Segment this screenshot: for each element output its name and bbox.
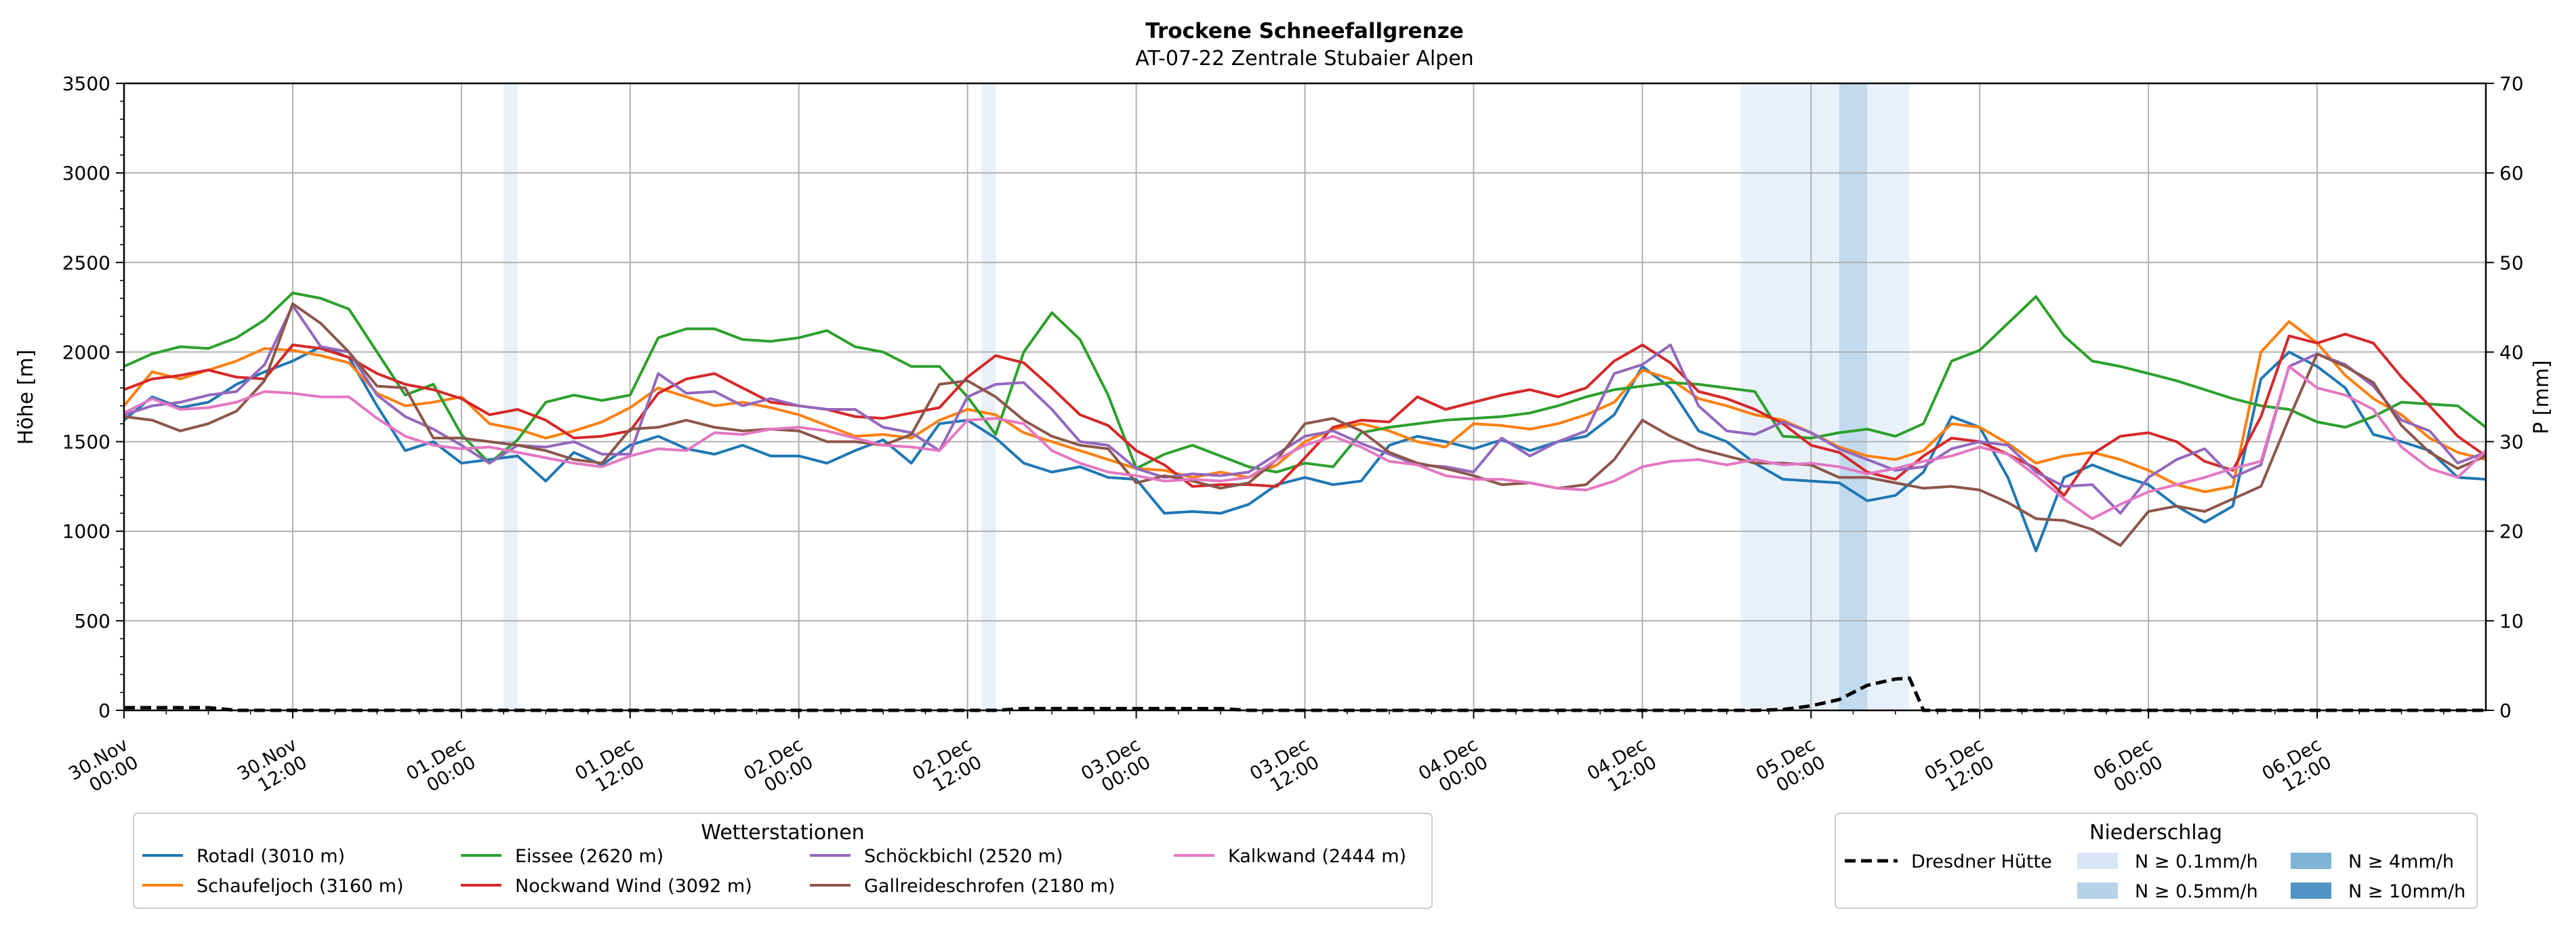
legend-station-label-6: Kalkwand (2444 m) <box>1228 846 1406 867</box>
chart-title: Trockene Schneefallgrenze <box>1145 19 1464 43</box>
y-tick-label-left: 1000 <box>62 521 110 543</box>
x-tick-label: 05.Dec12:00 <box>1921 734 1998 802</box>
y-tick-label-left: 2500 <box>62 251 110 274</box>
x-tick-label: 01.Dec12:00 <box>571 734 648 802</box>
legend-precip-swatch-0.1 <box>2077 853 2118 869</box>
legend-stations-frame <box>133 813 1433 909</box>
series-line-6 <box>123 365 2487 521</box>
y-tick-label-right: 30 <box>2499 431 2524 453</box>
legend-stations: Wetterstationen Rotadl (3010 m) Schaufelj… <box>133 813 1433 909</box>
y-tick-label-left: 3500 <box>62 73 110 95</box>
legend-precip-label-4: N ≥ 4mm/h <box>2348 851 2454 872</box>
legend-station-label-4: Schöckbichl (2520 m) <box>864 846 1063 867</box>
y-tick-label-right: 60 <box>2499 162 2524 184</box>
x-tick-label: 04.Dec00:00 <box>1415 734 1492 802</box>
series-line-2 <box>123 291 2487 474</box>
series-line-5 <box>123 302 2487 547</box>
x-tick-label: 06.Dec00:00 <box>2090 734 2167 802</box>
precipitation-bands <box>504 83 1910 710</box>
chart-subtitle: AT-07-22 Zentrale Stubaier Alpen <box>1135 47 1473 70</box>
legend-precip-swatch-0.5 <box>2077 883 2118 899</box>
legend-precip-swatch-10 <box>2291 883 2331 899</box>
x-tick-label: 03.Dec12:00 <box>1246 734 1323 802</box>
y-tick-label-left: 0 <box>98 700 110 722</box>
x-tick-label: 05.Dec00:00 <box>1753 734 1829 802</box>
x-tick-label: 06.Dec12:00 <box>2259 734 2335 802</box>
legend-station-label-1: Schaufeljoch (3160 m) <box>197 876 404 897</box>
legend-station-label-3: Nockwand Wind (3092 m) <box>515 876 752 897</box>
legend-precip-label-0.1: N ≥ 0.1mm/h <box>2135 851 2258 872</box>
y-tick-label-right: 50 <box>2499 251 2524 274</box>
y-axis-label-left: Höhe [m] <box>14 350 38 445</box>
y-tick-label-right: 0 <box>2499 700 2512 722</box>
y-tick-label-left: 3000 <box>62 162 110 184</box>
legend-stations-title: Wetterstationen <box>701 821 864 845</box>
series-line-0 <box>123 345 2487 552</box>
y-tick-label-right: 10 <box>2499 610 2524 632</box>
legend-station-label-5: Gallreideschrofen (2180 m) <box>864 876 1115 897</box>
station-series <box>123 291 2487 552</box>
y-tick-label-right: 40 <box>2499 341 2524 363</box>
series-line-3 <box>123 333 2487 497</box>
y-tick-label-left: 500 <box>75 610 110 632</box>
x-tick-label: 02.Dec12:00 <box>909 734 985 802</box>
legend-precip-label-10: N ≥ 10mm/h <box>2348 881 2466 902</box>
precip-band-0 <box>504 83 518 710</box>
precip-band-1 <box>981 83 996 710</box>
x-tick-label: 02.Dec00:00 <box>740 734 817 802</box>
x-tick-label: 30.Nov12:00 <box>234 734 310 803</box>
y-axis-label-right: P [mm] <box>2530 360 2554 434</box>
legend-station-label-0: Rotadl (3010 m) <box>197 846 345 867</box>
precip-band-2 <box>1740 83 1910 710</box>
grid <box>123 83 2486 711</box>
legend-precip: Niederschlag Dresdner Hütte N ≥ 0.1mm/h … <box>1835 813 2478 909</box>
legend-precip-line-label: Dresdner Hütte <box>1911 851 2052 872</box>
y-tick-label-right: 20 <box>2499 521 2524 543</box>
legend-precip-title: Niederschlag <box>2089 821 2222 845</box>
y-tick-label-left: 2000 <box>62 341 110 363</box>
y-tick-label-right: 70 <box>2499 73 2524 95</box>
legend-station-label-2: Eissee (2620 m) <box>515 846 663 867</box>
legend-precip-swatch-4 <box>2291 853 2331 869</box>
legend-precip-label-0.5: N ≥ 0.5mm/h <box>2135 881 2258 902</box>
x-tick-label: 03.Dec00:00 <box>1078 734 1154 802</box>
x-tick-label: 01.Dec00:00 <box>403 734 479 802</box>
x-tick-label: 04.Dec12:00 <box>1584 734 1660 802</box>
y-tick-label-left: 1500 <box>62 431 110 453</box>
series-line-1 <box>123 320 2487 493</box>
x-tick-label: 30.Nov00:00 <box>65 734 142 803</box>
precip-band-3 <box>1839 83 1868 710</box>
